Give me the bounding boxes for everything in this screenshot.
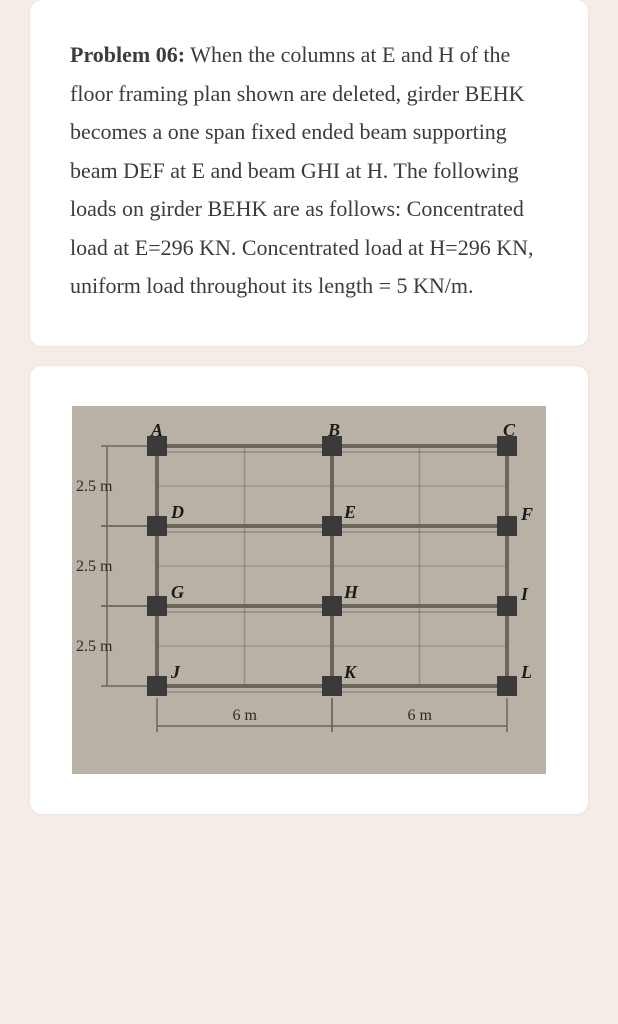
- node-label-G: G: [171, 582, 184, 602]
- node-label-B: B: [327, 420, 340, 440]
- node-label-L: L: [520, 662, 532, 682]
- node-label-J: J: [170, 662, 181, 682]
- row-dim-2: 2.5 m: [76, 638, 113, 655]
- node-I: [497, 596, 517, 616]
- node-label-D: D: [170, 502, 184, 522]
- node-label-H: H: [343, 582, 359, 602]
- node-D: [147, 516, 167, 536]
- col-dim-1: 6 m: [408, 707, 433, 724]
- problem-title: Problem 06:: [70, 42, 185, 67]
- problem-body: When the columns at E and H of the floor…: [70, 42, 533, 298]
- node-L: [497, 676, 517, 696]
- row-dim-0: 2.5 m: [76, 478, 113, 495]
- node-G: [147, 596, 167, 616]
- diagram-card: A B C D E F G H I J K L 2.5 m 2.5 m 2.5 m 6 m 6 m: [30, 366, 588, 814]
- row-dim-1: 2.5 m: [76, 558, 113, 575]
- node-K: [322, 676, 342, 696]
- node-H: [322, 596, 342, 616]
- node-J: [147, 676, 167, 696]
- node-label-F: F: [520, 504, 533, 524]
- node-label-K: K: [343, 662, 358, 682]
- problem-text: Problem 06: When the columns at E and H …: [70, 36, 548, 306]
- node-label-I: I: [520, 584, 529, 604]
- node-E: [322, 516, 342, 536]
- col-dim-0: 6 m: [233, 707, 258, 724]
- diagram-svg: A B C D E F G H I J K L 2.5 m 2.5 m 2.5 m 6 m 6 m: [72, 406, 546, 774]
- problem-card: Problem 06: When the columns at E and H …: [30, 0, 588, 346]
- node-F: [497, 516, 517, 536]
- node-label-C: C: [503, 420, 516, 440]
- node-label-E: E: [343, 502, 356, 522]
- floor-framing-diagram: A B C D E F G H I J K L 2.5 m 2.5 m 2.5 m 6 m 6 m: [72, 406, 546, 774]
- node-label-A: A: [150, 420, 163, 440]
